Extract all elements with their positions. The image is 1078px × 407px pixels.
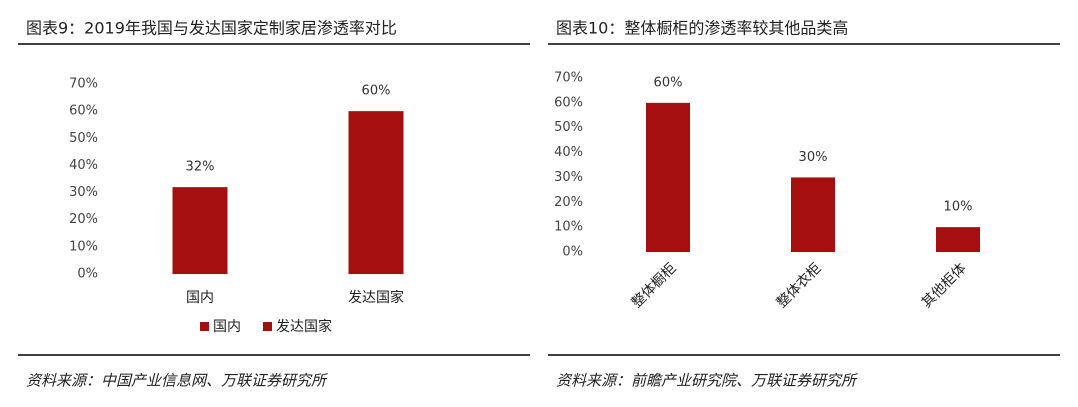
y-tick-label: 40%	[69, 158, 98, 173]
chart-title: 图表9：2019年我国与发达国家定制家居渗透率对比	[26, 19, 397, 38]
y-tick-label: 20%	[554, 195, 583, 210]
bar	[936, 227, 980, 252]
chart-title: 图表10：整体橱柜的渗透率较其他品类高	[556, 19, 848, 38]
legend-label: 发达国家	[276, 318, 332, 335]
y-tick-label: 0%	[77, 267, 98, 282]
legend-swatch	[263, 322, 272, 331]
y-tick-label: 70%	[554, 71, 583, 86]
source: 资料来源：中国产业信息网、万联证券研究所	[26, 372, 328, 390]
bar	[172, 187, 228, 274]
y-tick-label: 10%	[554, 220, 583, 235]
y-tick-label: 50%	[554, 120, 583, 135]
bar	[348, 111, 404, 275]
value-label: 60%	[654, 75, 683, 90]
bar	[646, 102, 690, 252]
y-tick-label: 30%	[69, 185, 98, 200]
y-tick-label: 50%	[69, 131, 98, 146]
legend-swatch	[200, 322, 209, 331]
value-label: 60%	[362, 84, 391, 99]
value-label: 32%	[186, 160, 215, 175]
y-tick-label: 0%	[562, 245, 583, 260]
x-tick-label: 整体衣柜	[774, 260, 825, 311]
y-tick-label: 60%	[554, 95, 583, 110]
x-tick-label: 其他柜体	[919, 260, 970, 311]
legend-label: 国内	[213, 319, 241, 335]
y-tick-label: 40%	[554, 145, 583, 160]
value-label: 30%	[799, 150, 828, 165]
value-label: 10%	[944, 200, 973, 215]
bar	[791, 177, 835, 252]
y-tick-label: 70%	[69, 77, 98, 92]
y-tick-label: 30%	[554, 170, 583, 185]
source: 资料来源：前瞻产业研究院、万联证券研究所	[556, 372, 858, 390]
x-tick-label: 发达国家	[348, 289, 404, 306]
y-tick-label: 10%	[69, 239, 98, 254]
y-tick-label: 20%	[69, 212, 98, 227]
x-tick-label: 国内	[186, 290, 214, 306]
x-tick-label: 整体橱柜	[629, 260, 680, 311]
y-tick-label: 60%	[69, 104, 98, 119]
